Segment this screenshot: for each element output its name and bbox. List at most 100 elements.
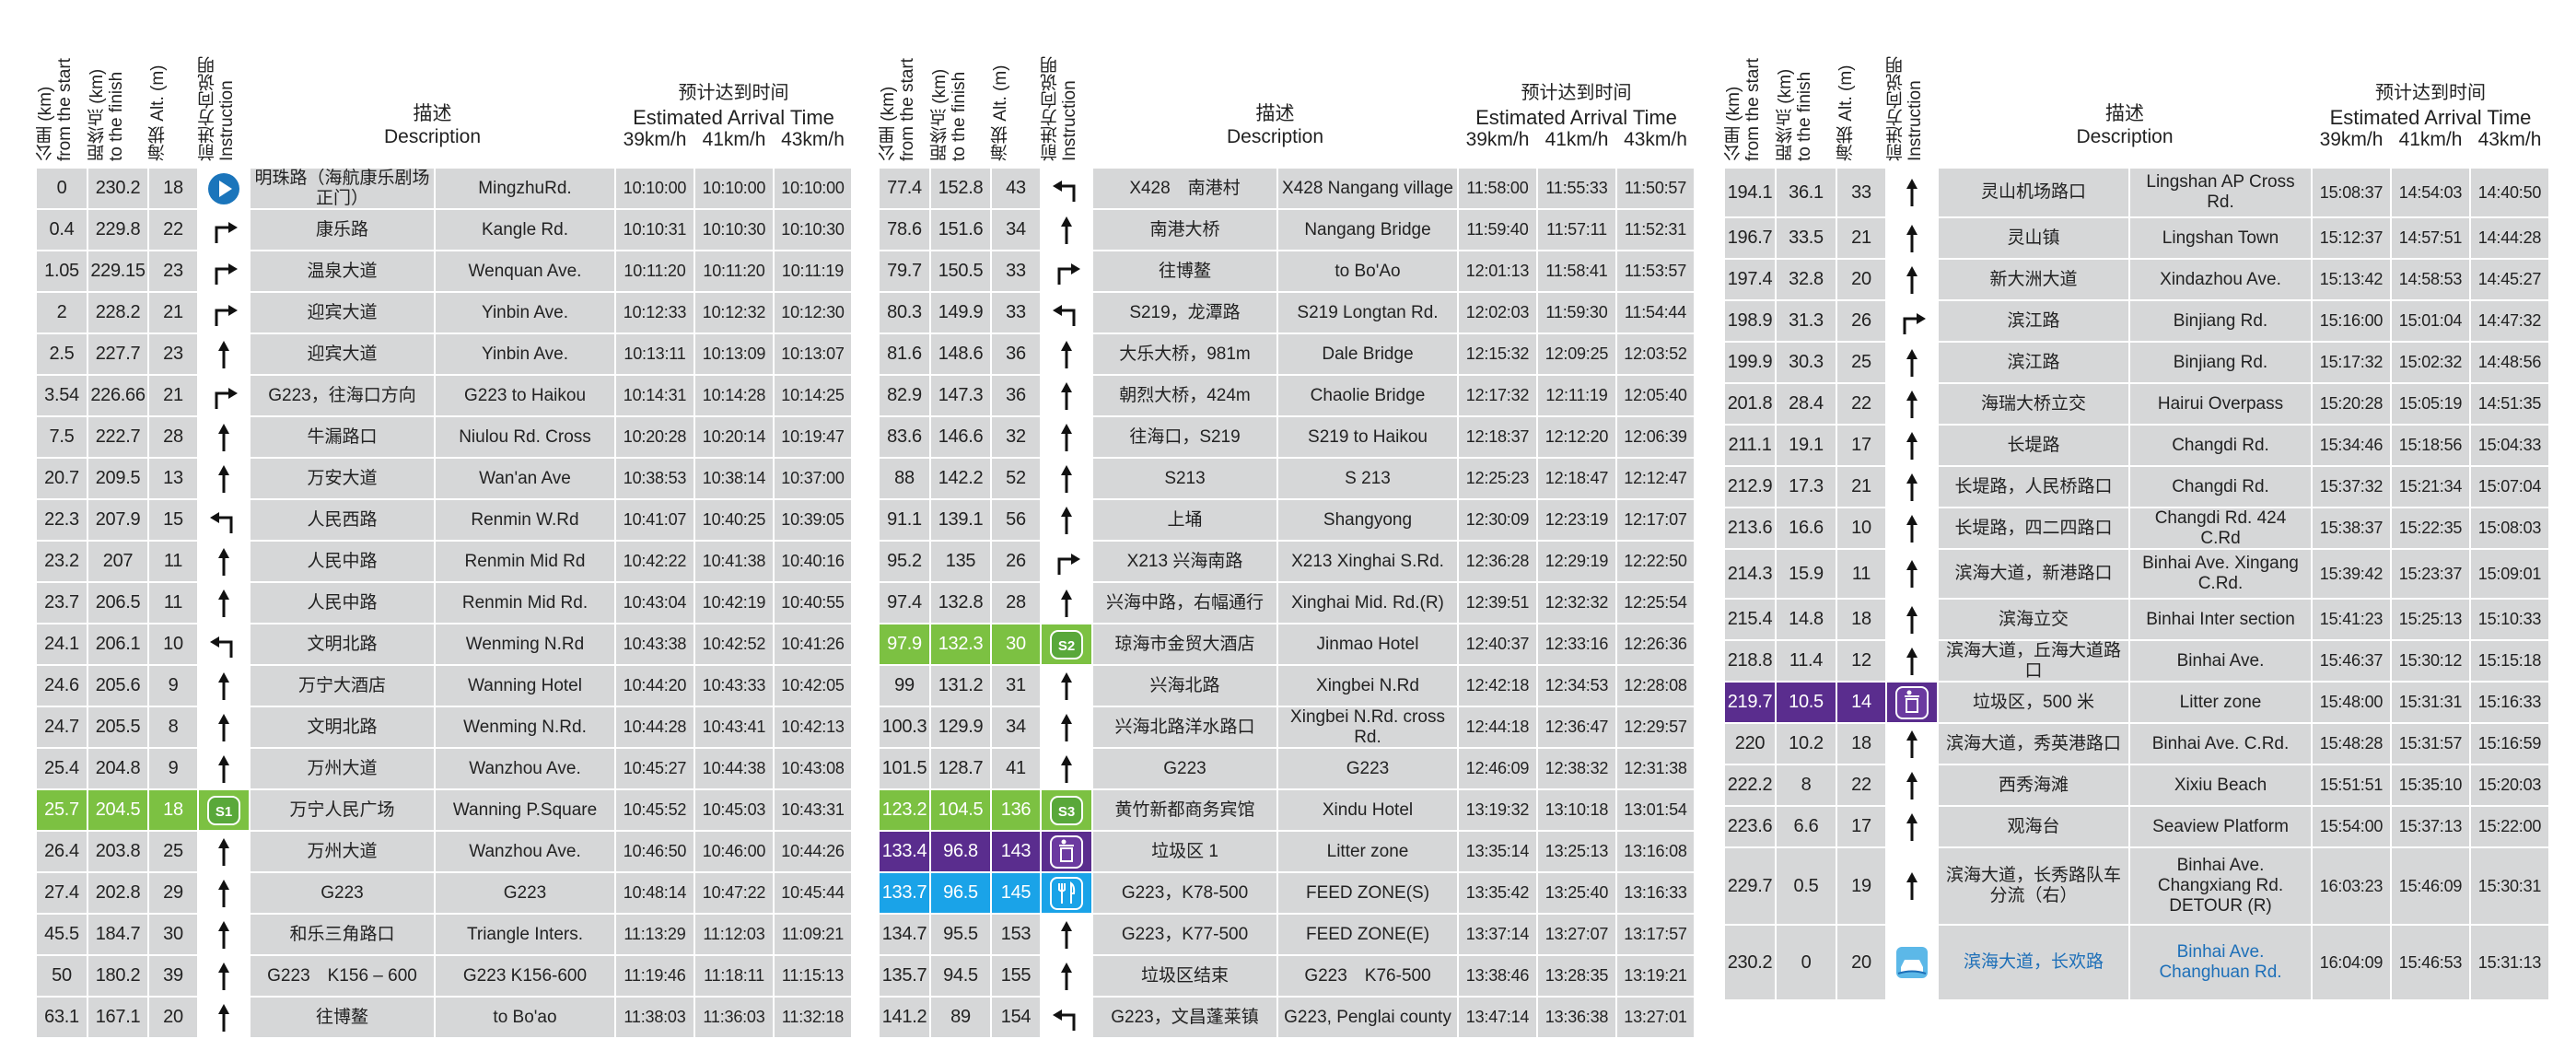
icon-cell [199,873,249,913]
en-cell: Binjiang Rd. [2130,301,2311,341]
speed-header: 43km/h [2477,129,2542,150]
t39-cell: 15:12:37 [2313,218,2390,258]
icon-cell [199,459,249,498]
t41-cell: 11:36:03 [695,998,773,1037]
cn-cell: G223 K156 – 600 [251,956,434,996]
column-header: 海拔 Alt. (m) [991,23,1040,162]
cn-cell: 观海台 [1939,807,2128,846]
column-header-line: to the finish [949,71,969,161]
t39-cell: 10:41:07 [616,500,694,540]
km-cell: 24.7 [37,707,87,747]
column-header-line: from the start [54,58,75,161]
t41-cell: 10:40:25 [695,500,773,540]
direction-icon [218,464,229,493]
icon-cell: S3 [1042,790,1091,830]
alt-cell: 39 [149,956,197,996]
t39-cell: 11:58:00 [1459,169,1536,208]
icon-cell: S1 [199,790,249,830]
icon-cell [1887,724,1937,764]
t43-cell: 15:22:00 [2471,807,2548,846]
km-cell: 230.2 [1725,926,1775,999]
column-header-line: from the start [897,58,917,161]
km-cell: 79.7 [880,251,929,291]
arrival-header: 预计达到时间 [2375,83,2486,103]
alt-cell: 153 [992,915,1040,954]
km-cell: 135.7 [880,956,929,996]
icon-cell [199,666,249,706]
km-cell: 23.2 [37,542,87,581]
direction-icon [1050,876,1083,910]
t43-cell: 10:45:44 [775,873,851,913]
t39-cell: 10:14:31 [616,376,694,415]
alt-cell: 52 [992,459,1040,498]
t39-cell: 15:37:32 [2313,467,2390,507]
t43-cell: 10:41:26 [775,624,851,664]
direction-icon [1903,312,1926,334]
t39-cell: 15:34:46 [2313,426,2390,465]
cn-cell: 长堤路，四二四路口 [1939,508,2128,548]
km-cell: 20.7 [37,459,87,498]
en-cell: Xindu Hotel [1278,790,1457,830]
alt-cell: 17 [1837,807,1885,846]
km-cell: 133.7 [880,873,929,913]
to-finish-cell: 32.8 [1777,260,1836,299]
alt-cell: 21 [1837,467,1885,507]
cn-cell: 大乐大桥，981m [1093,334,1276,374]
alt-cell: 145 [992,873,1040,913]
to-finish-cell: 151.6 [931,210,990,250]
to-finish-cell: 149.9 [931,293,990,333]
t39-cell: 15:48:28 [2313,724,2390,764]
icon-cell [1887,926,1937,999]
icon-cell [1042,293,1091,333]
direction-icon [218,423,229,451]
alt-cell: 25 [149,832,197,871]
cn-cell: 新大洲大道 [1939,260,2128,299]
t41-cell: 11:58:41 [1538,251,1615,291]
t43-cell: 14:40:50 [2471,169,2548,216]
speed-header: 43km/h [781,129,845,150]
km-cell: 101.5 [880,749,929,788]
speed-header: 41km/h [702,129,766,150]
direction-icon [215,387,238,409]
icon-cell [1887,467,1937,507]
direction-icon [215,221,238,243]
to-finish-cell: 203.8 [88,832,147,871]
en-cell: Renmin Mid Rd [436,542,614,581]
alt-cell: 33 [992,293,1040,333]
t39-cell: 15:41:23 [2313,600,2390,639]
icon-cell [1042,998,1091,1037]
t41-cell: 15:35:10 [2392,765,2469,805]
direction-icon [1061,423,1072,451]
alt-cell: 15 [149,500,197,540]
to-finish-cell: 135 [931,542,990,581]
en-cell: G223 K156-600 [436,956,614,996]
cn-cell: 万宁人民广场 [251,790,434,830]
icon-cell [199,624,249,664]
icon-cell [1042,583,1091,623]
cn-cell: 明珠路（海航康乐剧场正门） [251,169,434,208]
t43-cell: 10:14:25 [775,376,851,415]
t39-cell: 15:08:37 [2313,169,2390,216]
alt-cell: 17 [1837,426,1885,465]
cn-cell: 康乐路 [251,210,434,250]
t39-cell: 10:42:22 [616,542,694,581]
t41-cell: 15:21:34 [2392,467,2469,507]
icon-cell [1042,873,1091,913]
en-cell: Renmin W.Rd [436,500,614,540]
t43-cell: 13:16:08 [1617,832,1694,871]
t39-cell: 15:17:32 [2313,343,2390,382]
alt-cell: 26 [1837,301,1885,341]
to-finish-cell: 0 [1777,926,1836,999]
direction-icon [218,1003,229,1032]
t39-cell: 15:39:42 [2313,550,2390,598]
cn-cell: 往海口，S219 [1093,417,1276,457]
arrival-header: Estimated Arrival Time [633,106,834,129]
to-finish-cell: 0.5 [1777,848,1836,924]
cn-cell: 滨海大道，丘海大道路口 [1939,641,2128,681]
t43-cell: 11:15:13 [775,956,851,996]
direction-icon [1906,771,1917,799]
direction-icon [215,304,238,326]
t39-cell: 10:12:33 [616,293,694,333]
t39-cell: 15:38:37 [2313,508,2390,548]
t39-cell: 12:15:32 [1459,334,1536,374]
